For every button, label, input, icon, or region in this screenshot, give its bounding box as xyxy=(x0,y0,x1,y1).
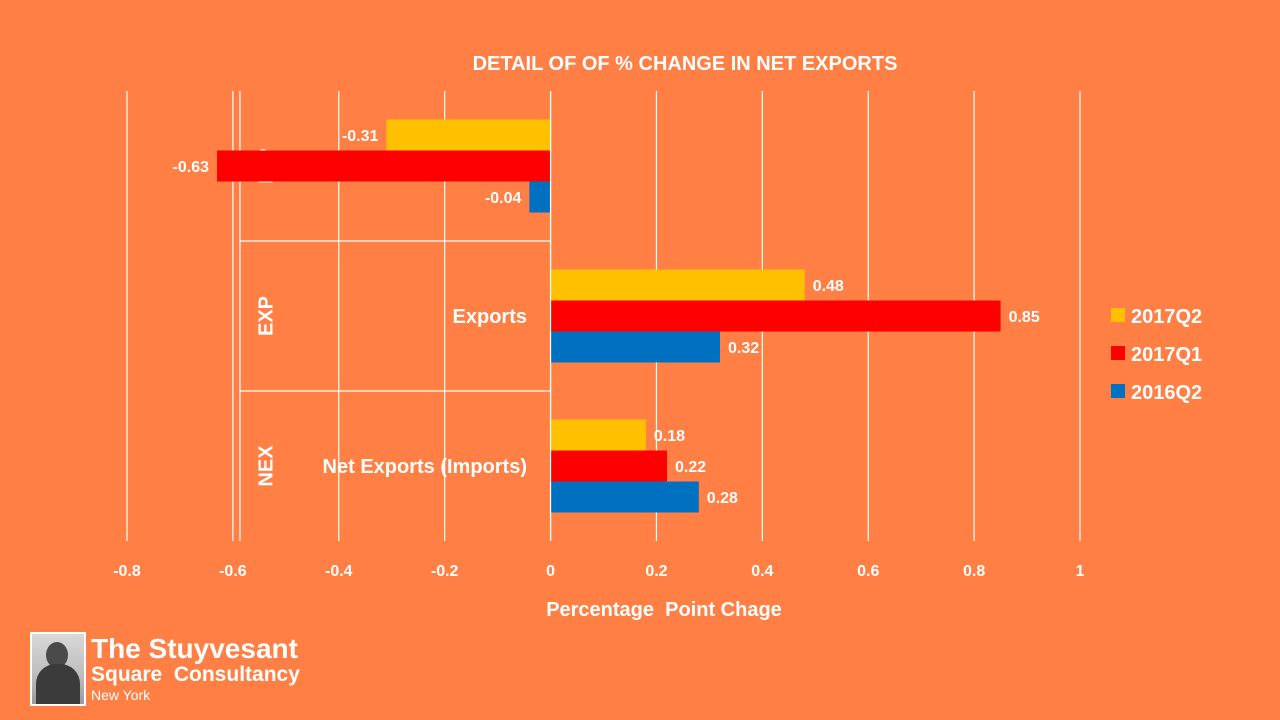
brand-subtitle: Square Consultancy xyxy=(91,663,300,686)
bar xyxy=(386,119,551,151)
data-label: -0.31 xyxy=(342,128,379,145)
x-tick-label: -0.2 xyxy=(431,563,459,580)
data-label: 0.18 xyxy=(654,428,685,445)
data-label: 0.85 xyxy=(1009,309,1040,326)
x-axis-ticks: -0.8 -0.6 -0.4 -0.2 0 0.2 0.4 0.6 0.8 1 xyxy=(113,563,1084,580)
bar xyxy=(550,331,720,363)
x-axis-label: Percentage Point Chage xyxy=(546,599,782,621)
data-label: 0.48 xyxy=(813,278,844,295)
bar xyxy=(217,150,551,182)
data-label: 0.28 xyxy=(707,490,738,507)
bar xyxy=(550,450,668,482)
x-tick-label: -0.4 xyxy=(325,563,353,580)
x-tick-label: 0.8 xyxy=(963,563,985,580)
bars: -0.31 -0.63 -0.04 0.48 0.85 0.32 0.18 0.220.28 xyxy=(173,91,1040,541)
group-label: Exports xyxy=(453,306,527,328)
legend-label: 2016Q2 xyxy=(1131,382,1202,404)
x-tick-label: 0.2 xyxy=(645,563,667,580)
bar xyxy=(550,419,646,451)
bar xyxy=(550,300,1001,332)
x-tick-label: 0.4 xyxy=(751,563,773,580)
bar xyxy=(550,481,699,513)
data-label: 0.22 xyxy=(675,459,706,476)
legend-label: 2017Q1 xyxy=(1131,344,1202,366)
x-tick-label: -0.6 xyxy=(219,563,247,580)
statue-portrait xyxy=(30,632,86,706)
x-tick-label: -0.8 xyxy=(113,563,141,580)
legend: 2017Q2 2017Q1 2016Q2 xyxy=(1111,306,1202,404)
group-label: Net Exports (Imports) xyxy=(323,456,527,478)
legend-label: 2017Q2 xyxy=(1131,306,1202,328)
bar xyxy=(550,269,805,301)
chart-title: DETAIL OF OF % CHANGE IN NET EXPORTS xyxy=(473,53,898,75)
brand-location: New York xyxy=(91,687,151,703)
brand-logo: The Stuyvesant Square Consultancy New Yo… xyxy=(30,632,330,712)
x-tick-label: 1 xyxy=(1076,563,1085,580)
data-label: 0.32 xyxy=(728,340,759,357)
legend-swatch xyxy=(1111,384,1125,398)
legend-swatch xyxy=(1111,346,1125,360)
data-label: -0.04 xyxy=(485,190,522,207)
data-label: -0.63 xyxy=(173,159,210,176)
bar xyxy=(529,181,551,213)
group-code-label: EXP xyxy=(255,296,277,336)
legend-swatch xyxy=(1111,308,1125,322)
group-code-label: NEX xyxy=(255,445,277,487)
x-tick-label: 0 xyxy=(546,563,555,580)
brand-name: The Stuyvesant xyxy=(91,633,298,664)
x-tick-label: 0.6 xyxy=(857,563,879,580)
